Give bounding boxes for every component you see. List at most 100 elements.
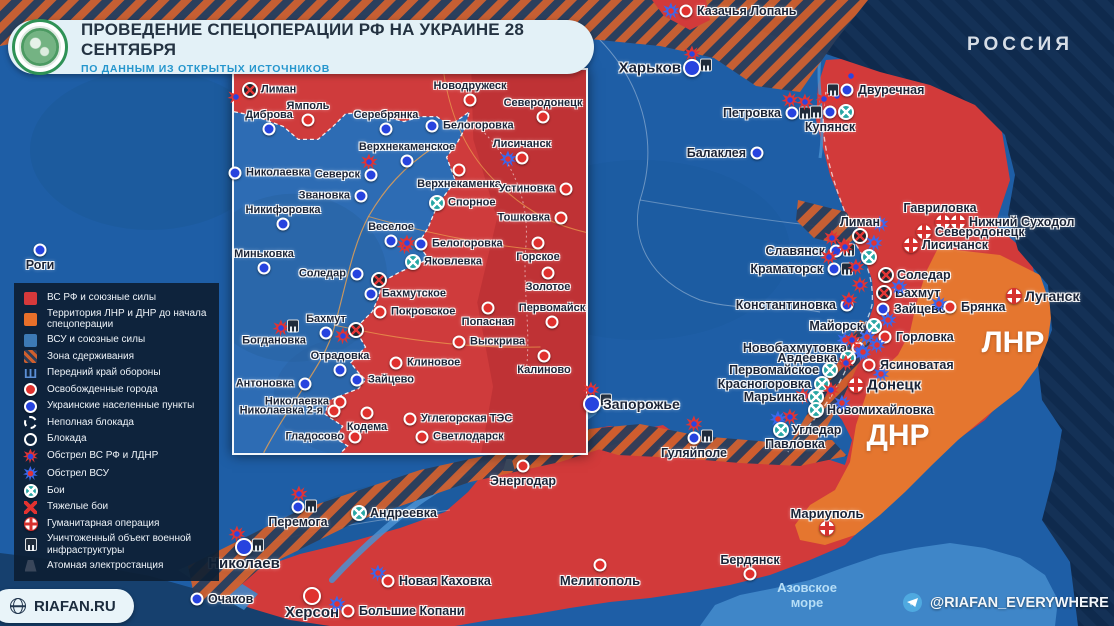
blue-marker bbox=[414, 237, 428, 251]
city-label: Выскрива bbox=[470, 335, 526, 348]
legend-label: Украинские населенные пункты bbox=[47, 400, 195, 412]
page-subtitle: ПО ДАННЫМ ИЗ ОТКРЫТЫХ ИСТОЧНИКОВ bbox=[81, 62, 330, 75]
city-label: Лиман bbox=[261, 83, 297, 96]
red-marker bbox=[537, 349, 551, 363]
region-russia bbox=[700, 0, 1114, 626]
site-url: RIAFAN.RU bbox=[34, 597, 116, 615]
legend-icon-cell bbox=[22, 291, 39, 305]
city-label: Белогоровка bbox=[443, 119, 514, 132]
ring-s-icon bbox=[24, 432, 37, 446]
blue-marker bbox=[276, 217, 290, 231]
legend-label: Бои bbox=[47, 484, 65, 496]
page-title: ПРОВЕДЕНИЕ СПЕЦОПЕРАЦИИ РФ НА УКРАИНЕ 28… bbox=[81, 19, 525, 59]
city-label: Донецк bbox=[867, 376, 922, 394]
blue-marker bbox=[840, 83, 854, 97]
blue-marker bbox=[379, 122, 393, 136]
globe-icon bbox=[19, 26, 61, 68]
burst-red-icon bbox=[685, 415, 703, 433]
city-label: Новобахмутовка bbox=[742, 340, 847, 355]
telegram-badge[interactable]: @RIAFAN_EVERYWHERE bbox=[903, 593, 1109, 612]
sea-label-azov: Азовское море bbox=[777, 580, 837, 611]
city-label: Ямполь bbox=[286, 100, 330, 112]
legend-item: Обстрел ВС РФ и ЛДНР bbox=[22, 448, 211, 464]
red-marker bbox=[373, 305, 387, 319]
legend-item: Атомная электростанция bbox=[22, 559, 211, 573]
battle-marker bbox=[773, 422, 789, 438]
city-label: Большие Копани bbox=[359, 603, 465, 618]
city-label: Калиново bbox=[517, 364, 571, 376]
city-label: Кодема bbox=[346, 421, 388, 433]
red-marker bbox=[554, 211, 568, 225]
city-label: Николаевка bbox=[264, 395, 329, 408]
burst-blue-icon bbox=[499, 150, 517, 168]
inset-map bbox=[232, 68, 588, 455]
telegram-handle: @RIAFAN_EVERYWHERE bbox=[930, 594, 1109, 611]
city-label: Спорное bbox=[448, 196, 496, 209]
blue-marker bbox=[333, 363, 347, 377]
fan-globe-logo-icon bbox=[12, 19, 68, 75]
hatch-zaporizhzhia bbox=[578, 424, 847, 466]
battle-marker bbox=[429, 195, 445, 211]
nuclear-icon bbox=[503, 459, 515, 471]
battle-marker bbox=[351, 505, 367, 521]
legend-label: Обстрел ВСУ bbox=[47, 467, 109, 479]
region-lnr-dnr-orange bbox=[795, 248, 1052, 545]
sw sw-blue-icon bbox=[24, 333, 37, 347]
red-marker bbox=[481, 301, 495, 315]
m-blue-icon bbox=[24, 399, 37, 413]
red-marker bbox=[559, 182, 573, 196]
legend-label: Блокада bbox=[47, 433, 87, 445]
city-label: Славянск bbox=[765, 243, 826, 258]
legend-icon-cell bbox=[22, 538, 39, 551]
legend-item: Освобожденные города bbox=[22, 383, 211, 397]
hum-icon bbox=[935, 214, 951, 230]
city-label: Верхнекаменское bbox=[358, 141, 456, 153]
city-label: Майорск bbox=[809, 318, 863, 333]
infra-icon bbox=[287, 319, 299, 333]
legend-item: Неполная блокада bbox=[22, 416, 211, 430]
red-marker bbox=[943, 300, 957, 314]
infra-icon bbox=[810, 105, 822, 119]
blue-marker bbox=[785, 106, 799, 120]
region-label-lnr: ЛНР bbox=[981, 326, 1045, 359]
red-marker bbox=[593, 558, 607, 572]
legend-icon-cell bbox=[22, 448, 39, 464]
legend-item: ВСУ и союзные силы bbox=[22, 333, 211, 347]
heavy-marker bbox=[878, 267, 894, 283]
telegram-icon bbox=[903, 593, 922, 612]
red-marker bbox=[463, 93, 477, 107]
battle-icon bbox=[838, 104, 854, 120]
region-south-red bbox=[200, 425, 880, 626]
burst-blue-icon bbox=[662, 2, 680, 20]
sw sw-hatch-icon bbox=[24, 350, 37, 363]
legend-label: Неполная блокада bbox=[47, 416, 134, 428]
city-label: Харьков bbox=[618, 59, 681, 77]
i-burst-red-icon bbox=[23, 448, 38, 464]
city-label: Звановка bbox=[298, 189, 350, 202]
red-marker bbox=[515, 151, 529, 165]
legend-label: Обстрел ВС РФ и ЛДНР bbox=[47, 450, 159, 462]
legend-item: Бои bbox=[22, 483, 211, 498]
city-label: Северодонецк bbox=[503, 97, 583, 109]
heavy-marker bbox=[876, 285, 892, 301]
blue-marker bbox=[257, 261, 271, 275]
city-label: Яковлевка bbox=[424, 255, 482, 268]
red-marker bbox=[327, 404, 341, 418]
city-label: Антоновка bbox=[235, 377, 294, 390]
title-banner: ПРОВЕДЕНИЕ СПЕЦОПЕРАЦИИ РФ НА УКРАИНЕ 28… bbox=[8, 19, 594, 75]
battle-icon bbox=[861, 249, 877, 265]
legend-item: Гуманитарная операция bbox=[22, 516, 211, 531]
infra-icon bbox=[600, 393, 612, 407]
blue-marker bbox=[298, 377, 312, 391]
site-badge[interactable]: RIAFAN.RU bbox=[0, 589, 134, 623]
red-marker bbox=[545, 315, 559, 329]
red-marker bbox=[360, 406, 374, 420]
city-label: Новая Каховка bbox=[399, 573, 491, 588]
city-label: Купянск bbox=[804, 120, 856, 134]
city-label: Перемога bbox=[268, 515, 328, 529]
city-label: Авдеевка bbox=[777, 350, 837, 365]
city-label: Золотое bbox=[525, 281, 571, 293]
city-label: Красногоровка bbox=[717, 376, 811, 391]
sea-label-azov-line1: Азовское bbox=[777, 580, 837, 596]
